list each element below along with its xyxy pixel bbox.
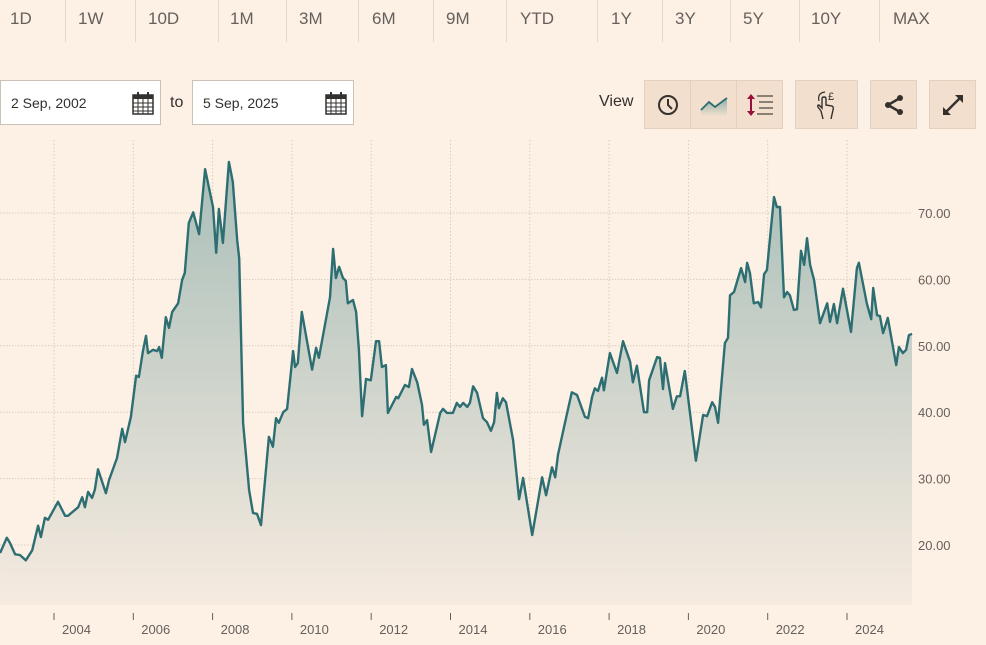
line-chart-icon bbox=[699, 96, 728, 116]
expand-icon bbox=[942, 94, 963, 115]
tab-divider bbox=[662, 0, 663, 42]
share-button[interactable] bbox=[870, 80, 917, 129]
y-tick-label: 60.00 bbox=[918, 272, 951, 287]
y-tick-label: 30.00 bbox=[918, 472, 951, 487]
tab-divider bbox=[218, 0, 219, 42]
x-tick-label: 2022 bbox=[776, 622, 805, 637]
to-date-value: 5 Sep, 2025 bbox=[203, 95, 279, 111]
tab-ytd[interactable]: YTD bbox=[520, 9, 554, 28]
y-tick-label: 70.00 bbox=[918, 206, 951, 221]
share-icon bbox=[884, 94, 903, 115]
tab-1w[interactable]: 1W bbox=[78, 9, 104, 28]
scale-button[interactable] bbox=[736, 80, 783, 129]
tab-1m[interactable]: 1M bbox=[230, 9, 254, 28]
clock-icon bbox=[657, 94, 678, 115]
tab-10d[interactable]: 10D bbox=[148, 9, 180, 28]
time-view-button[interactable] bbox=[644, 80, 691, 129]
x-tick-label: 2024 bbox=[855, 622, 884, 637]
calendar-icon[interactable] bbox=[132, 91, 154, 120]
tab-divider bbox=[65, 0, 66, 42]
svg-text:£: £ bbox=[828, 91, 834, 103]
x-tick-label: 2006 bbox=[141, 622, 170, 637]
x-tick-label: 2018 bbox=[617, 622, 646, 637]
scale-arrows-icon bbox=[746, 93, 773, 116]
x-tick-label: 2016 bbox=[538, 622, 567, 637]
to-label: to bbox=[170, 94, 184, 111]
x-tick-label: 2012 bbox=[379, 622, 408, 637]
tab-5y[interactable]: 5Y bbox=[743, 9, 764, 28]
tab-1d[interactable]: 1D bbox=[10, 9, 32, 28]
tab-1y[interactable]: 1Y bbox=[611, 9, 632, 28]
tab-9m[interactable]: 9M bbox=[446, 9, 470, 28]
tab-3m[interactable]: 3M bbox=[299, 9, 323, 28]
tab-divider bbox=[358, 0, 359, 42]
tab-divider bbox=[799, 0, 800, 42]
tab-6m[interactable]: 6M bbox=[372, 9, 396, 28]
price-area-fill bbox=[0, 161, 913, 605]
tab-3y[interactable]: 3Y bbox=[675, 9, 696, 28]
calendar-icon[interactable] bbox=[325, 91, 347, 120]
x-tick-label: 2020 bbox=[696, 622, 725, 637]
tab-divider bbox=[506, 0, 507, 42]
tab-divider bbox=[730, 0, 731, 42]
price-line bbox=[0, 160, 913, 562]
tab-divider bbox=[879, 0, 880, 42]
tab-10y[interactable]: 10Y bbox=[811, 9, 842, 28]
tab-divider bbox=[433, 0, 434, 42]
currency-button[interactable]: £ bbox=[795, 80, 858, 129]
tab-divider bbox=[286, 0, 287, 42]
tab-max[interactable]: MAX bbox=[893, 9, 930, 28]
tab-divider bbox=[597, 0, 598, 42]
x-tick-label: 2004 bbox=[62, 622, 91, 637]
from-date-input[interactable]: 2 Sep, 2002 bbox=[0, 80, 161, 125]
x-tick-label: 2010 bbox=[300, 622, 329, 637]
y-tick-label: 20.00 bbox=[918, 538, 951, 553]
y-tick-label: 40.00 bbox=[918, 405, 951, 420]
range-tab-bar: 1D 1W 10D 1M 3M 6M 9M YTD 1Y 3Y 5Y 10Y M… bbox=[0, 0, 986, 42]
x-tick-label: 2008 bbox=[221, 622, 250, 637]
to-date-input[interactable]: 5 Sep, 2025 bbox=[192, 80, 354, 125]
x-tick-label: 2014 bbox=[459, 622, 488, 637]
tab-divider bbox=[135, 0, 136, 42]
view-label: View bbox=[599, 93, 634, 110]
hand-pound-icon: £ bbox=[816, 91, 834, 119]
y-tick-label: 50.00 bbox=[918, 339, 951, 354]
line-chart-button[interactable] bbox=[690, 80, 737, 129]
from-date-value: 2 Sep, 2002 bbox=[11, 95, 87, 111]
fullscreen-button[interactable] bbox=[929, 80, 976, 129]
